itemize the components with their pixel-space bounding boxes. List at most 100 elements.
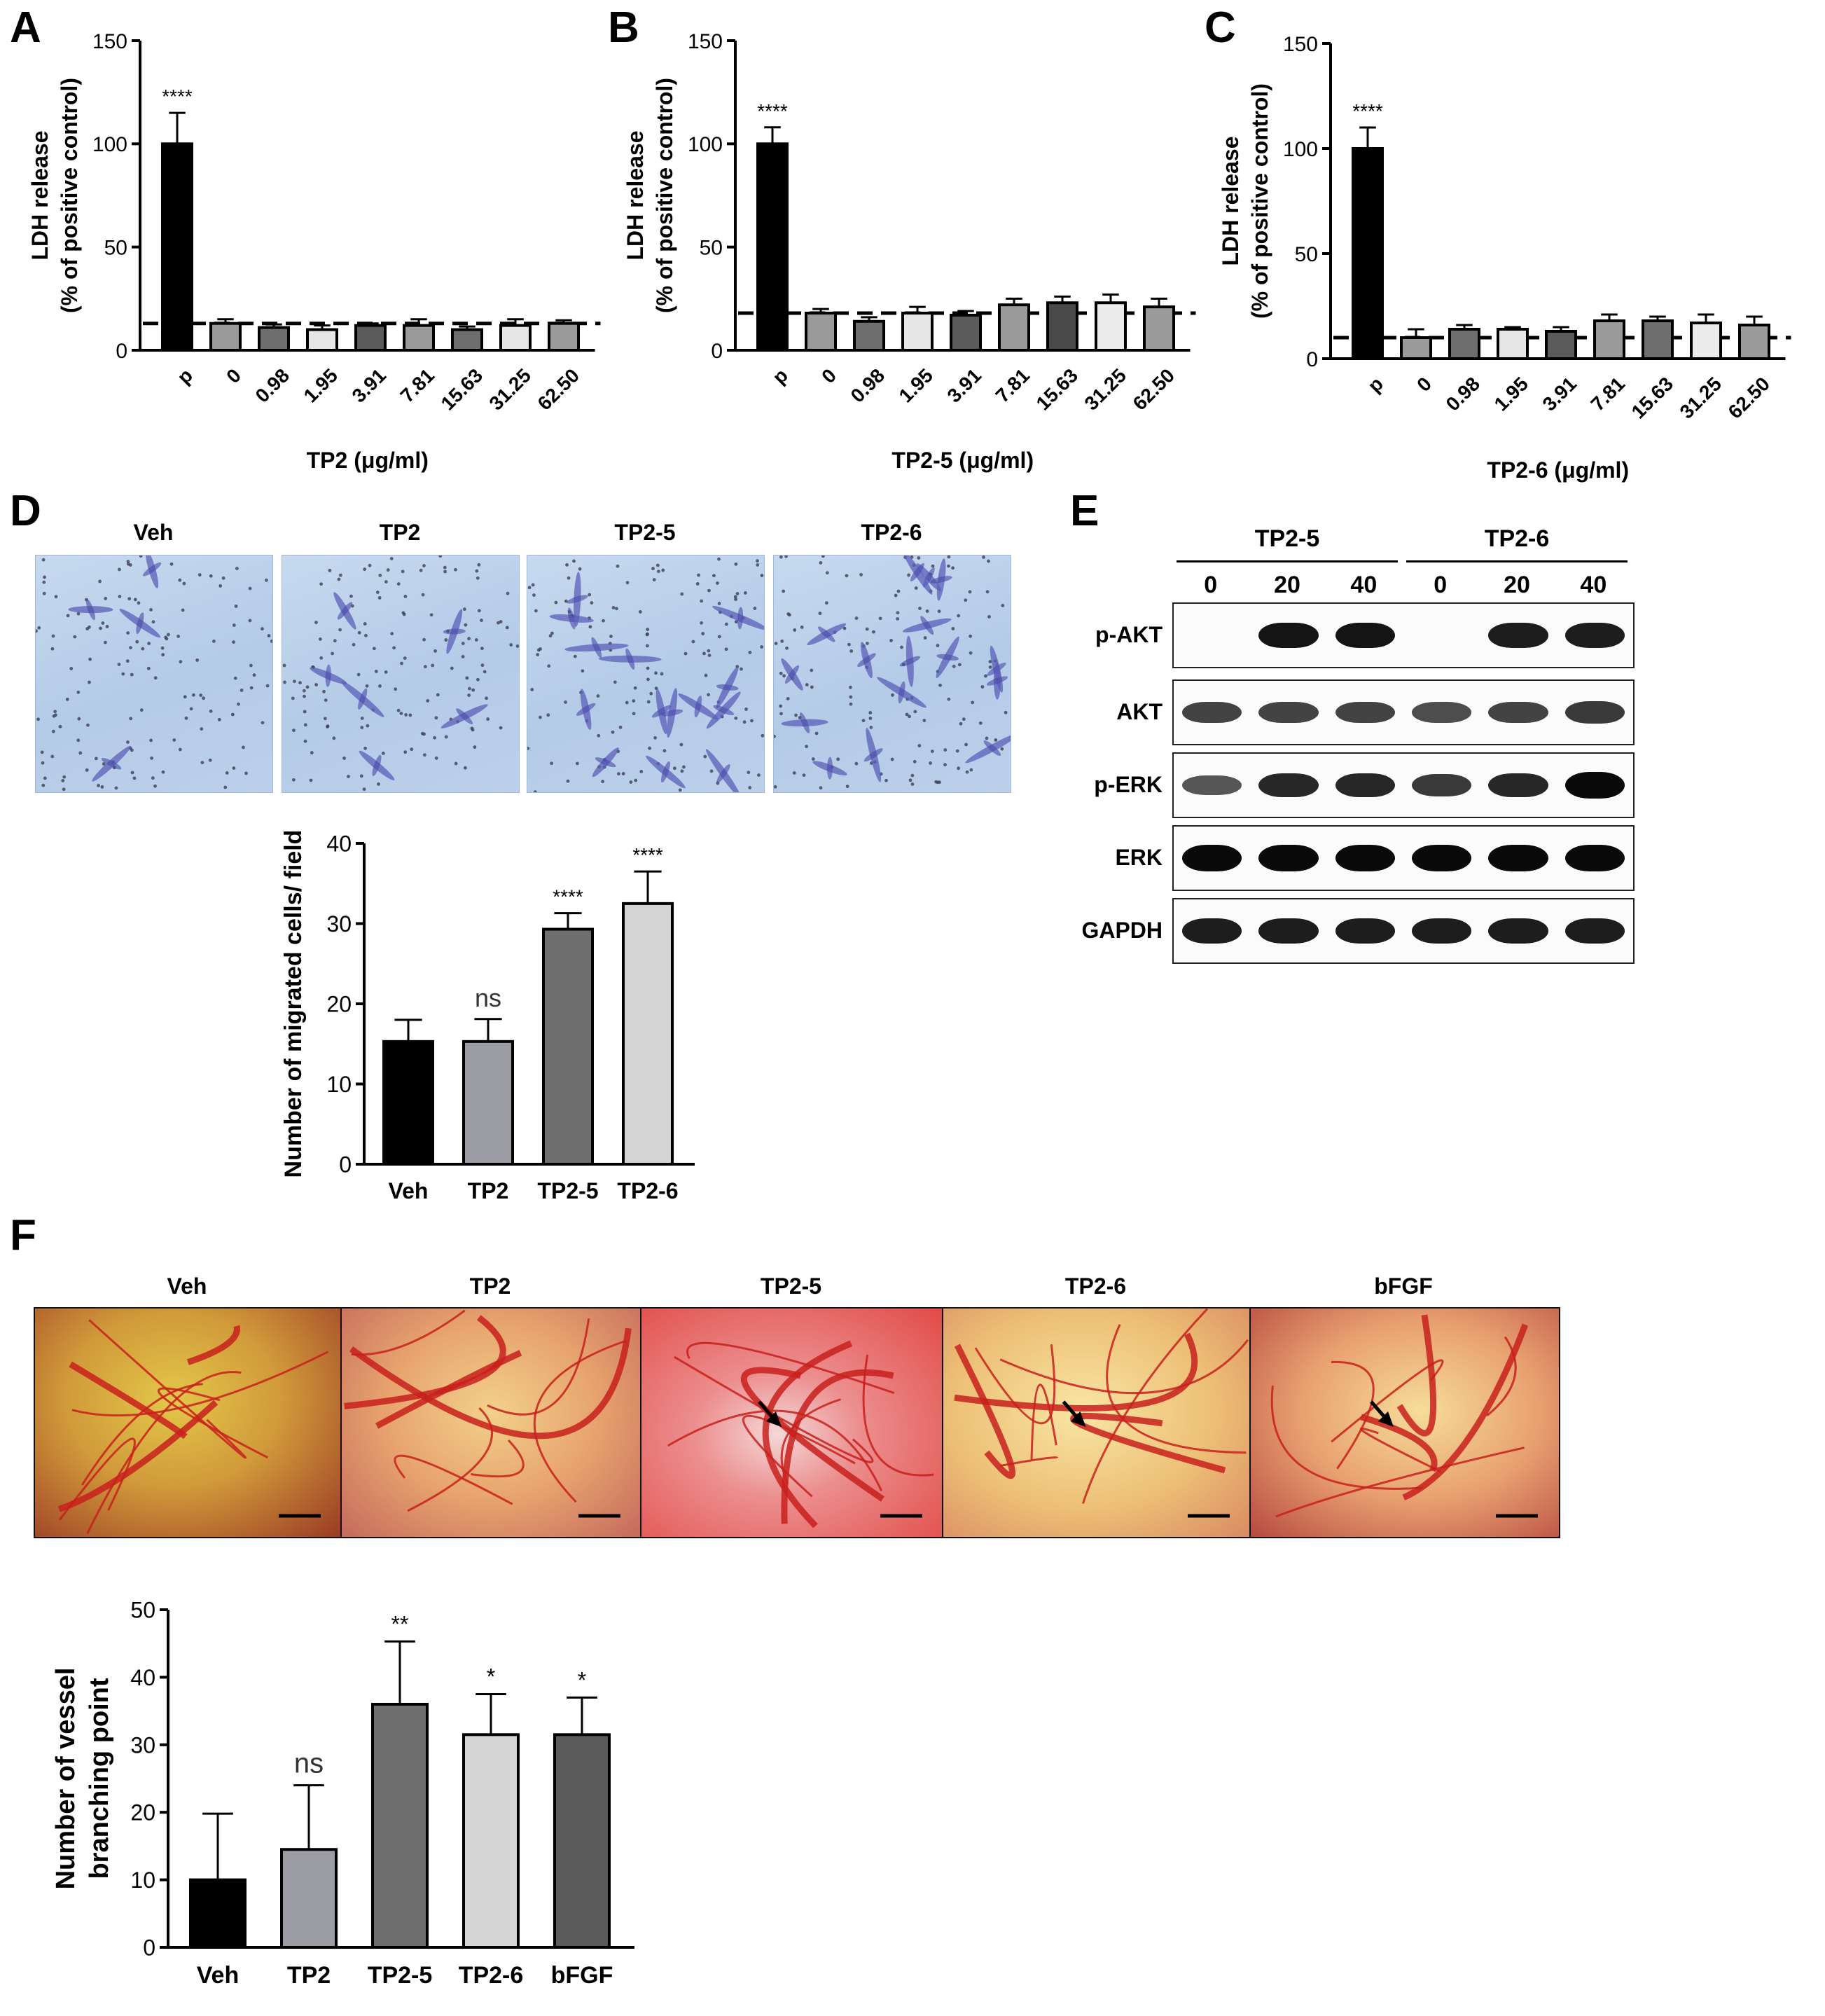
- pore-dot: [896, 617, 900, 621]
- pore-dot: [50, 754, 55, 759]
- cam-vessels: [57, 1319, 329, 1534]
- pore-dot: [431, 663, 435, 668]
- pore-dot: [917, 556, 921, 560]
- x-tick-label: 7.81: [396, 364, 438, 406]
- pore-dot: [505, 626, 509, 630]
- bar-7.81: [403, 324, 435, 352]
- cam-vessels: [1270, 1314, 1538, 1518]
- pore-dot: [734, 716, 738, 720]
- pore-dot: [36, 629, 38, 633]
- pore-dot: [132, 776, 137, 780]
- bar-p: [1352, 147, 1384, 360]
- pore-dot: [661, 568, 665, 572]
- cam-vessels: [954, 1309, 1249, 1518]
- pore-dot: [365, 684, 369, 688]
- bar-0: [805, 311, 837, 352]
- cam-label: TP2-6: [1064, 1273, 1127, 1299]
- pore-dot: [842, 626, 847, 630]
- pore-dot: [646, 677, 650, 682]
- migrated-cell-process: [898, 681, 905, 704]
- migrated-cell-process: [625, 648, 635, 670]
- pore-dot: [784, 555, 788, 558]
- pore-dot: [634, 778, 638, 782]
- pore-dot: [810, 685, 814, 689]
- pore-dot: [596, 694, 600, 698]
- blood-vessel: [1106, 1324, 1247, 1454]
- y-tick-label: 150: [1283, 33, 1318, 56]
- micrograph-tp2: [282, 555, 520, 793]
- pore-dot: [267, 634, 271, 637]
- blot-strip-p-erk: [1172, 752, 1635, 818]
- cam-vessels: [667, 1340, 934, 1528]
- pore-dot: [429, 613, 433, 617]
- pore-dot: [987, 559, 990, 563]
- pore-dot: [209, 574, 213, 578]
- pore-dot: [891, 693, 894, 697]
- pore-dot: [957, 663, 962, 667]
- pore-dot: [978, 721, 983, 725]
- panel-letter-b: B: [608, 4, 639, 52]
- blot-band: [1564, 701, 1625, 724]
- pore-dot: [265, 684, 270, 688]
- pore-dot: [360, 726, 364, 730]
- pore-dot: [434, 716, 438, 720]
- pore-dot: [878, 616, 882, 621]
- y-tick-label: 100: [92, 133, 127, 156]
- pore-dot: [338, 628, 342, 632]
- blood-vessel: [674, 1355, 874, 1463]
- x-tick-label: TP2-6: [617, 1178, 678, 1203]
- y-axis-title-line2: (% of positive control): [652, 78, 677, 313]
- pore-dot: [129, 646, 132, 649]
- arrow-head: [1378, 1411, 1394, 1427]
- micrograph-texture: [774, 555, 1011, 790]
- significance-label: ****: [757, 100, 788, 122]
- pore-dot: [938, 683, 942, 687]
- pore-dot: [695, 582, 700, 586]
- pore-dot: [964, 743, 968, 747]
- pore-dot: [814, 731, 819, 736]
- pore-dot: [679, 743, 683, 747]
- pore-dot: [548, 634, 553, 638]
- pore-dot: [359, 774, 363, 778]
- x-tick-label: 15.63: [1032, 364, 1082, 414]
- pore-dot: [691, 640, 695, 644]
- pore-dot: [310, 751, 314, 754]
- pore-dot: [645, 644, 649, 648]
- y-tick-label: 0: [339, 1152, 352, 1178]
- y-axis-title-line1: Number of vessel: [51, 1668, 81, 1890]
- blood-vessel: [667, 1409, 883, 1491]
- pore-dot: [422, 637, 426, 642]
- pore-dot: [389, 557, 394, 560]
- pore-dot: [703, 754, 707, 759]
- pore-dot: [938, 780, 941, 785]
- x-tick-label: TP2-6: [459, 1962, 524, 1989]
- pore-dot: [384, 580, 388, 584]
- pore-dot: [912, 759, 917, 764]
- pore-dot: [539, 715, 542, 719]
- y-tick-label: 0: [143, 1935, 155, 1961]
- migrated-cell-process: [694, 695, 702, 718]
- pore-dot: [805, 683, 809, 686]
- x-tick-label: 0.98: [847, 364, 889, 406]
- significance-label: ****: [553, 886, 583, 908]
- blood-vessel: [1396, 1314, 1437, 1437]
- pore-dot: [179, 660, 183, 664]
- pore-dot: [50, 647, 55, 651]
- pore-dot: [480, 663, 485, 668]
- pore-dot: [121, 672, 125, 676]
- pore-dot: [786, 612, 791, 616]
- pore-dot: [164, 635, 168, 640]
- x-tick-label: 3.91: [943, 364, 985, 406]
- migrated-cell-process: [651, 705, 672, 718]
- pore-dot: [104, 597, 108, 600]
- y-tick-label: 0: [1306, 348, 1318, 371]
- pore-dot: [653, 736, 658, 740]
- pore-dot: [62, 775, 67, 779]
- blot-band: [1412, 918, 1472, 944]
- bar-0.98: [1448, 328, 1480, 360]
- blood-vessel: [1030, 1383, 1057, 1461]
- x-tick-label: 7.81: [992, 364, 1034, 406]
- bar-TP2-5: [542, 927, 594, 1166]
- blood-vessel: [1070, 1412, 1226, 1474]
- pore-dot: [43, 575, 46, 579]
